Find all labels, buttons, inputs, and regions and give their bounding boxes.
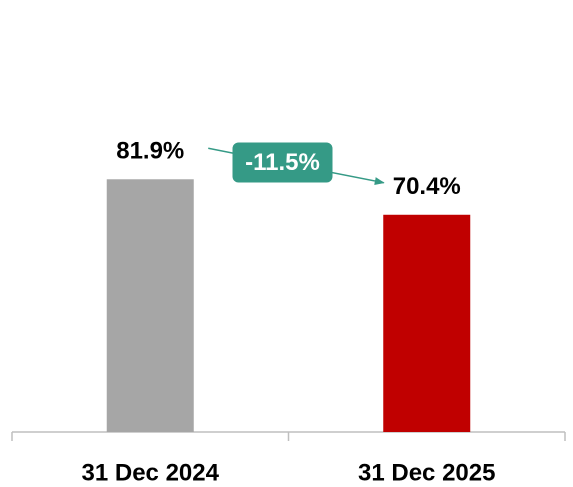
x-tick-label: 31 Dec 2025 (358, 459, 495, 486)
annotation: -11.5% (245, 149, 320, 176)
x-tick-label: 31 Dec 2024 (82, 459, 220, 486)
bar (106, 179, 194, 432)
value-label: 81.9% (116, 138, 184, 165)
value-label: 70.4% (393, 173, 461, 200)
bar (383, 214, 471, 432)
annotation-box (232, 142, 333, 183)
